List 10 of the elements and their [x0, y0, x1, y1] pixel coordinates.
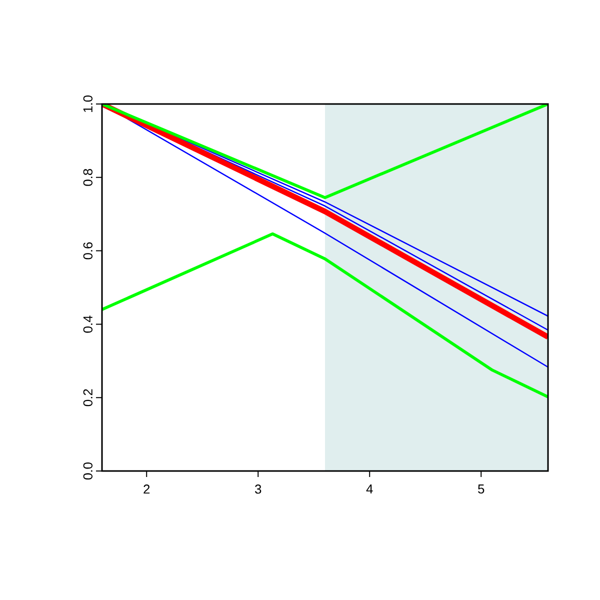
- y-tick-label: 0.6: [83, 242, 92, 260]
- x-tick-label: 2: [144, 484, 150, 494]
- y-tick-label: 0.8: [83, 168, 92, 186]
- x-tick-label: 4: [366, 484, 373, 494]
- y-tick-label: 0.4: [83, 316, 92, 333]
- y-tick-label: 1.0: [83, 95, 92, 112]
- y-tick-label: 0.0: [83, 462, 92, 480]
- y-tick-label: 0.2: [83, 389, 92, 406]
- x-tick-label: 5: [478, 484, 484, 494]
- x-tick-label: 3: [255, 484, 262, 494]
